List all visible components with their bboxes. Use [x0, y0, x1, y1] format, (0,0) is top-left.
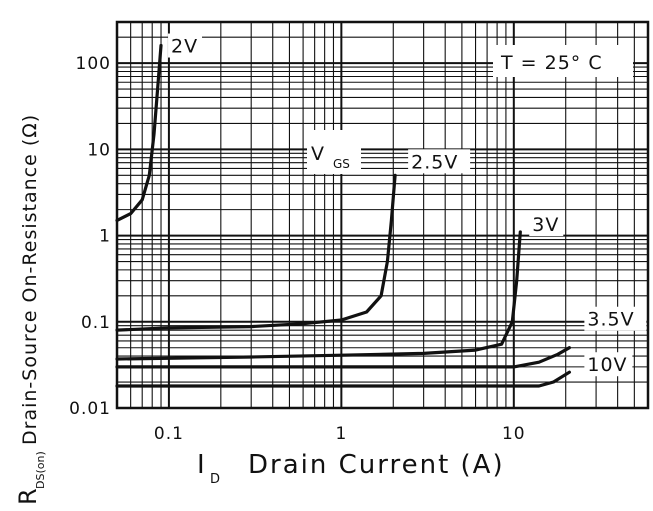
x-axis-text: Drain Current (A) [248, 450, 505, 480]
y-axis-text: Drain-Source On-Resistance (Ω) [19, 114, 41, 445]
x-tick-label: 1 [335, 424, 347, 444]
y-tick-labels: 0.01 0.1 1 10 100 [69, 54, 111, 419]
series-label-bg [168, 33, 203, 58]
y-tick-label: 100 [76, 54, 111, 74]
x-axis-symbol: I [197, 450, 207, 480]
series-line-3-5v [115, 346, 571, 369]
series-line-2v [115, 43, 163, 222]
series-label-bg [584, 306, 647, 331]
x-axis-title: I D Drain Current (A) [197, 450, 505, 487]
series-label: 2V [171, 36, 198, 58]
series-label-bg [408, 149, 471, 174]
series-label: 3.5V [587, 309, 634, 331]
series-line-3v [115, 230, 522, 361]
series-label: 3V [532, 214, 559, 236]
series-label: 2.5V [411, 151, 458, 173]
x-tick-label: 0.1 [154, 424, 184, 444]
series-label: 10V [587, 354, 627, 376]
y-tick-label: 0.01 [69, 399, 111, 419]
temperature-annotation: T = 25° C [493, 45, 633, 77]
series-line-2-5v [115, 173, 397, 332]
x-tick-labels: 0.1 1 10 [154, 424, 526, 444]
temperature-label: T = 25° C [500, 52, 603, 74]
series-line-10v [115, 370, 571, 388]
series-label-bg [529, 211, 564, 236]
y-tick-label: 1 [99, 227, 111, 247]
vgs-annotation: V GS [307, 130, 361, 174]
y-axis-title: R DS(on) Drain-Source On-Resistance (Ω) [14, 114, 47, 505]
y-tick-label: 0.1 [81, 313, 111, 333]
y-axis-symbol: R [14, 486, 42, 505]
x-axis-subscript: D [210, 472, 220, 487]
vgs-symbol: V [311, 143, 325, 165]
vgs-subscript: GS [333, 157, 350, 171]
series-labels: 2V 2.5V 3V 3.5V 10V [168, 33, 647, 377]
series-lines [115, 43, 571, 388]
x-tick-label: 10 [502, 424, 526, 444]
series-label-bg [584, 352, 633, 377]
y-axis-subscript: DS(on) [34, 451, 47, 489]
y-tick-label: 10 [87, 140, 111, 160]
plot-frame [115, 20, 650, 410]
